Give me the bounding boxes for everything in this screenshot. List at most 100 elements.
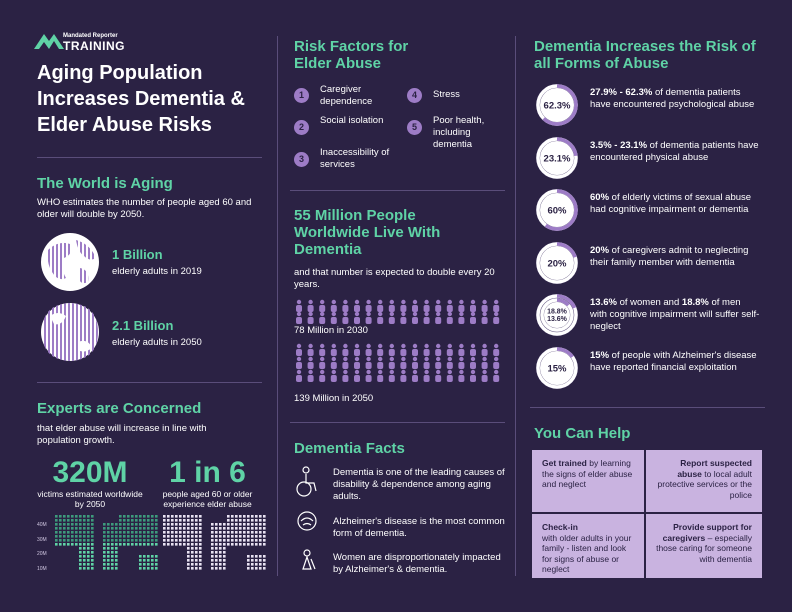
map-dot — [251, 515, 254, 518]
map-dot — [263, 535, 266, 538]
map-dot — [263, 563, 266, 566]
map-dot — [131, 519, 134, 522]
map-dot — [135, 539, 138, 542]
person-body — [470, 305, 476, 312]
map-dot — [155, 555, 158, 558]
map-dot — [231, 543, 234, 546]
map-dot — [231, 531, 234, 534]
map-dot — [91, 523, 94, 526]
map-dot — [79, 523, 82, 526]
item-bold: 13.6% — [590, 297, 617, 308]
person-body — [365, 349, 372, 356]
map-dot — [235, 515, 238, 518]
map-dot — [243, 535, 246, 538]
map-dot — [155, 535, 158, 538]
person-head — [401, 356, 406, 362]
map-dot — [83, 515, 86, 518]
puzzle-piece: Check-in with older adults in your famil… — [532, 514, 644, 578]
ring-chart: 18.8%13.6% — [536, 294, 578, 336]
map-dot — [103, 539, 106, 542]
ring-label: 18.8% — [547, 309, 568, 316]
person-body — [296, 305, 302, 312]
map-dot — [219, 527, 222, 530]
person-head — [424, 369, 429, 375]
map-dot — [67, 515, 70, 518]
person-body — [412, 375, 418, 382]
map-dot — [251, 559, 254, 562]
map-dot — [103, 527, 106, 530]
ring-chart: 60% — [536, 189, 578, 231]
person-head — [482, 369, 487, 375]
map-dot — [135, 543, 138, 546]
person-head — [447, 343, 452, 349]
person-body — [481, 317, 488, 324]
person-body — [400, 349, 407, 356]
map-dot — [79, 539, 82, 542]
map-dot — [255, 535, 258, 538]
ring-label: 13.6% — [547, 316, 568, 323]
map-dot — [239, 527, 242, 530]
map-dot — [87, 527, 90, 530]
map-dot — [119, 543, 122, 546]
person-head — [308, 343, 313, 349]
map-dot — [215, 551, 218, 554]
map-dot — [147, 539, 150, 542]
ring-arc — [536, 84, 578, 126]
map-dot — [179, 523, 182, 526]
fact-text: Women are disproportionately impacted by… — [333, 552, 501, 575]
puzzle-piece: Get trained by learning the signs of eld… — [532, 450, 644, 512]
map-dot — [231, 515, 234, 518]
section-heading: 55 Million People Worldwide Live With De… — [294, 207, 441, 258]
person-body — [377, 305, 384, 312]
map-dot — [247, 531, 250, 534]
map-dot — [215, 539, 218, 542]
world-maps — [55, 515, 266, 570]
map-dot — [151, 535, 154, 538]
map-dot — [251, 535, 254, 538]
person-head — [482, 343, 487, 349]
map-dot — [131, 539, 134, 542]
map-dot — [75, 531, 78, 534]
map-dot — [79, 531, 82, 534]
person-body — [388, 305, 395, 312]
map-dot — [67, 523, 70, 526]
map-dot — [103, 555, 106, 558]
map-dot — [111, 543, 114, 546]
map-dot — [179, 535, 182, 538]
item-text: Inaccessibility of services — [320, 147, 390, 170]
person-body — [377, 349, 384, 356]
person-head — [459, 356, 464, 362]
person-head — [331, 343, 336, 349]
map-dot — [75, 535, 78, 538]
map-dot — [167, 535, 170, 538]
ring-label: 60% — [547, 206, 567, 217]
person-body — [342, 317, 349, 324]
map-dot — [55, 515, 58, 518]
person-head — [494, 343, 499, 349]
map-dot — [131, 527, 134, 530]
map-dot — [83, 539, 86, 542]
map-dot — [211, 551, 214, 554]
map-dot — [87, 559, 90, 562]
map-dot — [63, 519, 66, 522]
item-text: 13.6% of women and 18.8% of men with cog… — [590, 297, 760, 333]
map-dot — [223, 535, 226, 538]
item-rest: of women and — [616, 297, 682, 308]
person-head — [447, 369, 452, 375]
person-head — [378, 299, 383, 305]
person-head — [296, 299, 302, 305]
map-dot — [59, 519, 62, 522]
map-dot — [199, 543, 202, 546]
map-dot — [83, 563, 86, 566]
map-dot — [135, 523, 138, 526]
person-body — [296, 362, 302, 369]
person-body — [470, 349, 476, 356]
map-dot — [259, 543, 262, 546]
section-heading: Dementia Facts — [294, 440, 405, 457]
map-dot — [67, 543, 70, 546]
map-dot — [107, 543, 110, 546]
logo-small: Mandated Reporter — [63, 33, 118, 39]
map-dot — [115, 535, 118, 538]
map-dot — [171, 527, 174, 530]
